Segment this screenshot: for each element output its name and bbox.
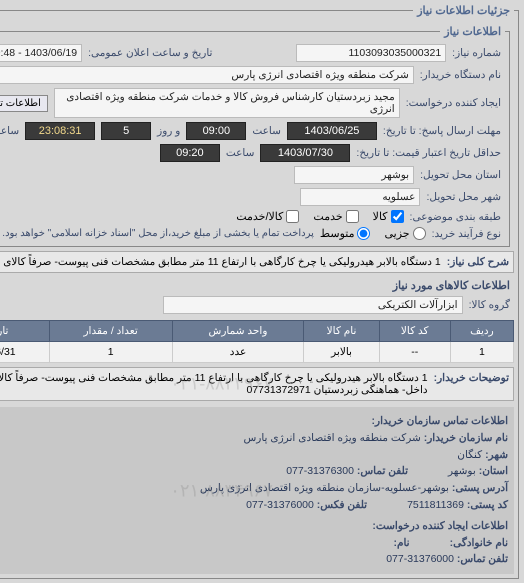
category-checkbox-0[interactable] [392, 210, 405, 223]
hour-label-2: ساعت [227, 147, 256, 159]
category-option-label: کالا/خدمت [237, 210, 284, 223]
day-label: و روز [158, 125, 181, 137]
table-cell: بالابر [305, 342, 380, 363]
announce-datetime-label: تاریخ و ساعت اعلان عمومی: [89, 47, 213, 59]
creator-info-title: اطلاعات ایجاد کننده درخواست: [373, 520, 509, 532]
category-checkbox-2[interactable] [287, 210, 300, 223]
valid-hour-value: 09:20 [161, 144, 221, 162]
province2-value: بوشهر [449, 465, 477, 477]
org-name-label: نام سازمان خریدار: [425, 432, 509, 444]
contact-title: اطلاعات تماس سازمان خریدار: [373, 415, 509, 427]
fax-value: 31376000-077 [247, 499, 315, 511]
category-checkbox-1[interactable] [347, 210, 360, 223]
province-value: بوشهر [295, 166, 415, 184]
details-fieldset: جزئیات اطلاعات نیاز اطلاعات نیاز شماره ن… [0, 4, 520, 579]
phone-value: 31376300-077 [287, 465, 355, 477]
buyer-org-value: شرکت منطقه ویژه اقتصادی انرژی پارس [0, 66, 415, 84]
hour-label-1: ساعت [253, 125, 282, 137]
phone-label: تلفن تماس: [358, 465, 409, 477]
city2-label: شهر: [486, 449, 509, 461]
remaining-label: ساعت باقی مانده [0, 125, 20, 137]
table-header: واحد شمارش [173, 321, 305, 342]
table-cell: 1403/06/31 [0, 342, 50, 363]
need-number-value: 1103093035000321 [297, 44, 447, 62]
purchase-type-label: نوع فرآیند خرید: [433, 228, 502, 240]
table-cell: -- [380, 342, 451, 363]
contact-info-box: اطلاعات تماس سازمان خریدار: نام سازمان خ… [0, 407, 515, 574]
table-row: 1--بالابرعدد11403/06/31 [0, 342, 515, 363]
org-name-value: شرکت منطقه ویژه اقتصادی انرژی پارس [244, 432, 421, 444]
need-info-fieldset: اطلاعات نیاز شماره نیاز: 110309303500032… [0, 25, 511, 247]
city-label: شهر محل تحویل: [427, 191, 502, 203]
table-cell: 1 [50, 342, 173, 363]
postal-code-label: کد پستی: [468, 499, 509, 511]
deadline-hour-value: 09:00 [187, 122, 247, 140]
details-legend: جزئیات اطلاعات نیاز [414, 4, 515, 17]
announce-datetime-value: 1403/06/19 - 09:48 [0, 44, 83, 62]
buyer-org-label: نام دستگاه خریدار: [421, 69, 502, 81]
min-valid-label: حداقل تاریخ اعتبار قیمت: تا تاریخ: [357, 147, 502, 159]
buyer-desc-label: توضیحات خریدار: [435, 372, 510, 384]
days-remain-value: 5 [102, 122, 152, 140]
fax-label: تلفن فکس: [318, 499, 368, 511]
table-header: تاریخ نیاز [0, 321, 50, 342]
deadline-label: مهلت ارسال پاسخ: تا تاریخ: [384, 125, 502, 137]
postal-code-value: 7511811369 [408, 499, 465, 511]
table-cell: 1 [451, 342, 514, 363]
purchase-option-label: جزیی [385, 227, 410, 240]
general-title-label: شرح کلی نیاز: [448, 256, 510, 268]
hours-remain-value: 23:08:31 [26, 122, 96, 140]
postal-addr-value: بوشهر-عسلویه-سازمان منطقه ویژه اقتصادی ا… [201, 482, 450, 494]
city-value: عسلویه [301, 188, 421, 206]
phone2-label: تلفن تماس: [458, 553, 509, 565]
goods-group-label: گروه کالا: [470, 299, 511, 311]
need-number-label: شماره نیاز: [453, 47, 502, 59]
province2-label: استان: [480, 465, 509, 477]
deadline-date-value: 1403/06/25 [288, 122, 378, 140]
name-label: نام: [394, 537, 410, 549]
category-option-label: کالا [374, 210, 389, 223]
goods-info-title: اطلاعات کالاهای مورد نیاز [0, 279, 511, 292]
phone2-value: 31376000-077 [387, 553, 455, 565]
category-option-label: خدمت [314, 210, 343, 223]
creator-value: مجید زبردستیان کارشناس فروش کالا و خدمات… [55, 88, 401, 118]
goods-table: ردیفکد کالانام کالاواحد شمارشتعداد / مقد… [0, 320, 515, 363]
purchase-type-options: جزیی متوسط [321, 227, 427, 240]
category-options: کالا خدمت کالا/خدمت [237, 210, 404, 223]
category-label: طبقه بندی موضوعی: [411, 211, 502, 223]
table-cell: عدد [173, 342, 305, 363]
need-info-legend: اطلاعات نیاز [441, 25, 506, 38]
table-header: نام کالا [305, 321, 380, 342]
buyer-desc-value: 1 دستگاه بالابر هیدرولیکی یا چرخ کارگاهی… [0, 372, 429, 396]
table-header: ردیف [451, 321, 514, 342]
contact-info-button[interactable]: اطلاعات تماس خریدار [0, 95, 49, 112]
goods-group-value: ابزارآلات الکتریکی [164, 296, 464, 314]
city2-value: کنگان [458, 449, 483, 461]
general-title-value: 1 دستگاه بالابر هیدرولیکی یا چرخ کارگاهی… [0, 256, 442, 268]
family-label: نام خانوادگی: [451, 537, 509, 549]
postal-addr-label: آدرس پستی: [453, 482, 509, 494]
purchase-note: پرداخت تمام یا بخشی از مبلغ خرید،از محل … [3, 228, 315, 239]
purchase-radio-0[interactable] [414, 227, 427, 240]
valid-date-value: 1403/07/30 [261, 144, 351, 162]
creator-label: ایجاد کننده درخواست: [407, 97, 502, 109]
purchase-radio-1[interactable] [358, 227, 371, 240]
province-label: استان محل تحویل: [421, 169, 502, 181]
purchase-option-label: متوسط [321, 227, 356, 240]
table-header: تعداد / مقدار [50, 321, 173, 342]
table-header: کد کالا [380, 321, 451, 342]
